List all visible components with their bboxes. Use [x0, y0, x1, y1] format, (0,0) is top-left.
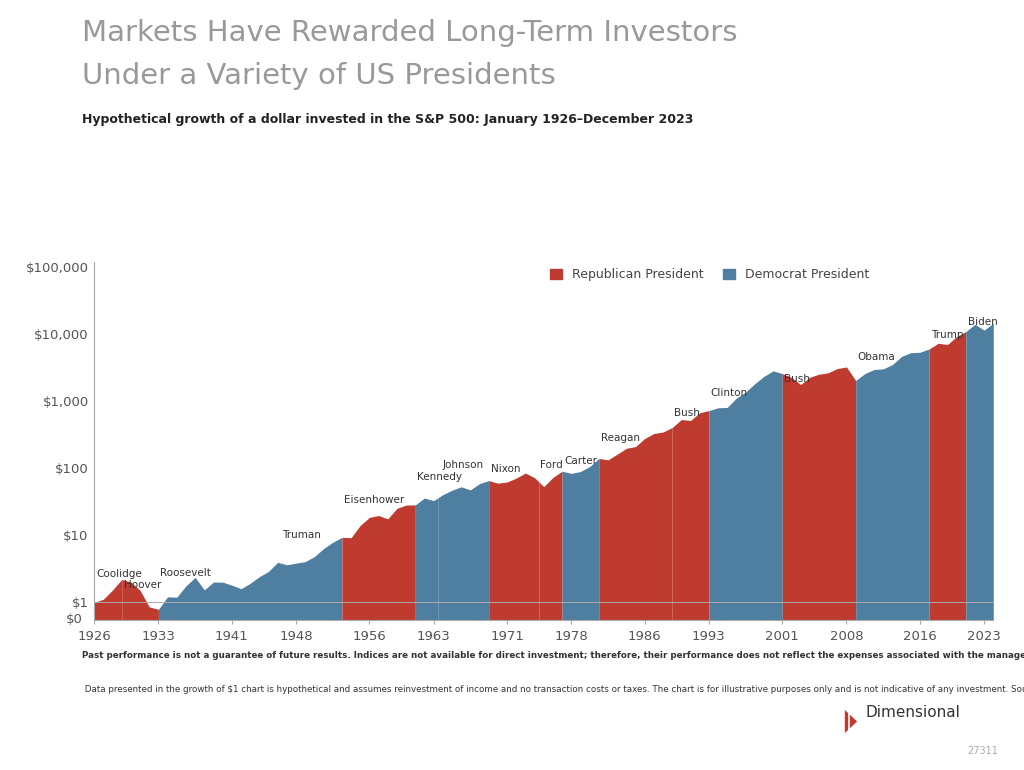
Text: Past performance is not a guarantee of future results. Indices are not available: Past performance is not a guarantee of f… [82, 651, 1024, 660]
Text: Under a Variety of US Presidents: Under a Variety of US Presidents [82, 62, 556, 89]
Text: Hoover: Hoover [124, 580, 161, 590]
Text: Coolidge: Coolidge [96, 570, 141, 580]
Text: Trump: Trump [931, 330, 964, 340]
Text: Roosevelt: Roosevelt [161, 568, 211, 578]
Text: Markets Have Rewarded Long-Term Investors: Markets Have Rewarded Long-Term Investor… [82, 19, 737, 47]
Text: Ford: Ford [540, 460, 563, 470]
Text: Data presented in the growth of $1 chart is hypothetical and assumes reinvestmen: Data presented in the growth of $1 chart… [82, 685, 1024, 695]
Text: Dimensional: Dimensional [865, 705, 961, 720]
Text: 27311: 27311 [968, 746, 998, 756]
Text: Obama: Obama [857, 353, 895, 363]
Text: Nixon: Nixon [490, 464, 520, 474]
Text: Biden: Biden [968, 316, 997, 326]
Text: Eisenhower: Eisenhower [344, 495, 404, 505]
Text: Kennedy: Kennedy [417, 472, 462, 482]
Text: Carter: Carter [564, 456, 597, 466]
Text: Truman: Truman [283, 530, 322, 540]
Text: Johnson: Johnson [442, 460, 484, 470]
Text: $0: $0 [67, 614, 83, 626]
Text: Bush: Bush [674, 408, 699, 418]
Legend: Republican President, Democrat President: Republican President, Democrat President [550, 268, 869, 281]
Text: Clinton: Clinton [711, 389, 748, 398]
Text: Reagan: Reagan [601, 433, 640, 443]
Text: Bush: Bush [784, 374, 810, 384]
Text: Hypothetical growth of a dollar invested in the S&P 500: January 1926–December 2: Hypothetical growth of a dollar invested… [82, 113, 693, 126]
